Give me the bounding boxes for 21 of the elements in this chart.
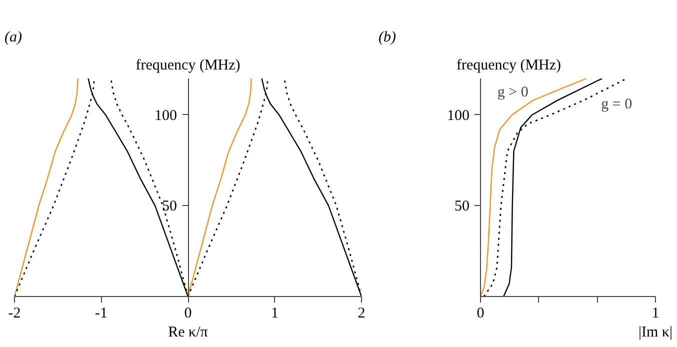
y-tick-label: 50 (162, 198, 177, 215)
chart-title: (b) (378, 30, 396, 46)
line-series (14, 78, 78, 296)
line-series (187, 78, 252, 296)
x-axis-title: Re κ/π (168, 324, 208, 340)
x-tick-label: 1 (652, 306, 660, 322)
annotation: g = 0 (601, 96, 632, 112)
x-tick-label: 0 (184, 306, 192, 322)
x-tick-label: 0 (476, 306, 484, 322)
y-axis-title: frequency (MHz) (136, 58, 240, 74)
x-axis-title: |Im κ| (638, 324, 672, 340)
x-tick-label: 1 (271, 306, 278, 322)
x-tick-label: -1 (95, 306, 108, 322)
x-tick-label: -2 (8, 306, 21, 322)
x-tick-label: 2 (358, 306, 366, 322)
y-tick-label: 50 (454, 198, 470, 215)
y-tick-label: 100 (447, 108, 470, 124)
chart-title: (a) (4, 30, 22, 46)
annotation: g > 0 (497, 84, 528, 100)
y-tick-label: 100 (154, 108, 177, 124)
y-axis-title: frequency (MHz) (456, 58, 562, 74)
